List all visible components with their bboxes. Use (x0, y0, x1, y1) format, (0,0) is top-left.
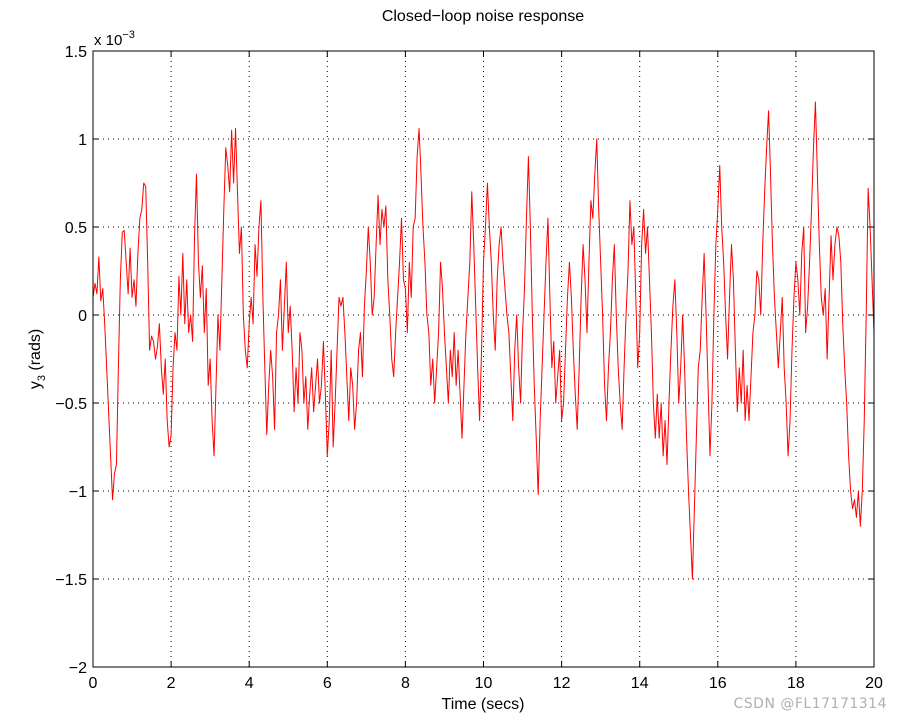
y-tick-label: 1.5 (65, 44, 87, 61)
x-tick-label: 10 (475, 675, 493, 692)
x-tick-label: 8 (401, 675, 410, 692)
x-tick-label: 12 (553, 675, 571, 692)
y-tick-label: 0.5 (65, 220, 87, 237)
y-tick-labels: −2 −1.5 −1 −0.5 0 0.5 1 1.5 (55, 44, 87, 677)
y-tick-label: −2 (69, 660, 87, 677)
series-line (92, 101, 875, 580)
y-axis-label-subscript: 3 (36, 375, 48, 381)
y-tick-label: −1 (69, 484, 87, 501)
y-axis-label-main: y (27, 381, 44, 389)
y-axis-exponent-base: x 10 (94, 32, 122, 49)
watermark: CSDN @FL17171314 (733, 696, 887, 712)
x-tick-label: 20 (865, 675, 883, 692)
x-tick-label: 16 (709, 675, 727, 692)
x-tick-label: 4 (245, 675, 254, 692)
x-tick-label: 18 (787, 675, 805, 692)
x-tick-labels: 0 2 4 6 8 10 12 14 16 18 20 (89, 675, 883, 692)
y-axis-exponent-power: −3 (122, 29, 135, 41)
data-layer (92, 101, 875, 580)
y-tick-label: −1.5 (55, 572, 87, 589)
y-tick-label: 0 (78, 308, 87, 325)
x-tick-label: 6 (323, 675, 332, 692)
axis-ticks (92, 50, 875, 668)
y-axis-exponent: x 10−3 (94, 29, 135, 49)
x-axis-label: Time (secs) (442, 696, 525, 713)
x-tick-label: 2 (167, 675, 176, 692)
y-tick-label: 1 (78, 132, 87, 149)
y-tick-label: −0.5 (55, 396, 87, 413)
y-axis-label-unit: (rads) (27, 329, 44, 375)
x-tick-label: 0 (89, 675, 98, 692)
x-tick-label: 14 (631, 675, 649, 692)
chart-title: Closed−loop noise response (382, 8, 584, 25)
y-axis-label: y3 (rads) (27, 329, 48, 389)
